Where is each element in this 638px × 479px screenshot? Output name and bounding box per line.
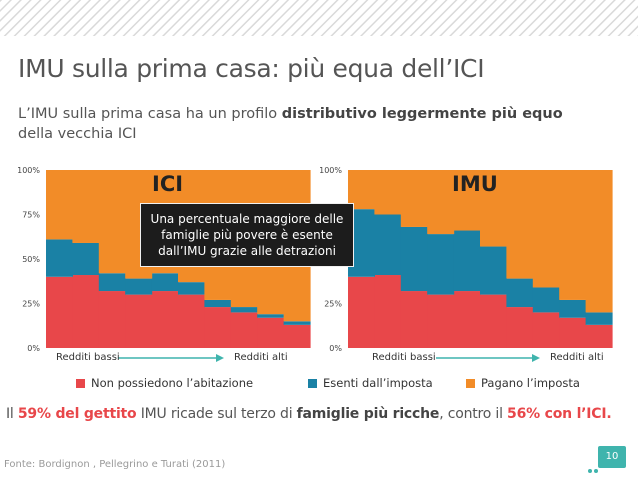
ici-chart-title: ICI bbox=[152, 172, 184, 196]
imu-series-2-segment-8 bbox=[559, 170, 587, 300]
imu-series-2-segment-7 bbox=[532, 170, 560, 288]
imu-series-1-segment-4 bbox=[453, 230, 481, 292]
ici-x-end-label: Redditi alti bbox=[234, 352, 288, 363]
ici-series-1-segment-9 bbox=[283, 321, 311, 325]
imu-series-0-segment-9 bbox=[585, 324, 613, 348]
legend-item-pagano: Pagano l’imposta bbox=[466, 376, 580, 390]
imu-series-0-segment-7 bbox=[532, 312, 560, 348]
imu-series-1-segment-6 bbox=[506, 278, 534, 308]
imu-ytick-label: 100% bbox=[319, 166, 342, 175]
imu-series-1-segment-7 bbox=[532, 287, 560, 313]
imu-x-start-label: Redditi bassi bbox=[372, 352, 436, 363]
ici-series-2-segment-0 bbox=[46, 170, 73, 240]
ici-series-0-segment-9 bbox=[283, 324, 311, 348]
slide-subtitle: L’IMU sulla prima casa ha un profilo dis… bbox=[18, 104, 598, 144]
ici-series-1-segment-6 bbox=[204, 299, 232, 308]
callout-box: Una percentuale maggiore delle famiglie … bbox=[140, 203, 354, 267]
imu-series-0-segment-5 bbox=[480, 294, 507, 348]
legend-swatch-orange bbox=[466, 378, 475, 388]
note-emphasis-2: famiglie più ricche bbox=[296, 406, 440, 422]
imu-ytick-label: 0% bbox=[329, 344, 342, 353]
header-stripe-pattern bbox=[0, 0, 638, 36]
ici-series-1-segment-1 bbox=[72, 242, 100, 276]
imu-series-2-segment-1 bbox=[374, 170, 402, 215]
page-number-badge: 10 bbox=[598, 446, 626, 468]
ici-series-1-segment-0 bbox=[46, 239, 73, 277]
chart-legend: Non possiedono l’abitazione Esenti dall’… bbox=[0, 376, 638, 392]
imu-chart: 0%25%50%75%100% IMU Redditi bassi Reddit… bbox=[318, 162, 618, 372]
ici-series-0-segment-2 bbox=[98, 291, 126, 348]
slide-title: IMU sulla prima casa: più equa dell’ICI bbox=[18, 54, 485, 83]
ici-series-1-segment-3 bbox=[125, 278, 153, 295]
note-text-3: , contro il bbox=[439, 406, 508, 422]
ici-series-0-segment-1 bbox=[72, 275, 100, 348]
ici-ytick-label: 25% bbox=[22, 300, 40, 309]
legend-item-esenti: Esenti dall’imposta bbox=[308, 376, 433, 390]
imu-series-2-segment-3 bbox=[427, 170, 455, 235]
ici-series-2-segment-1 bbox=[72, 170, 100, 243]
imu-x-end-label: Redditi alti bbox=[550, 352, 604, 363]
ici-series-2-segment-2 bbox=[98, 170, 126, 274]
legend-item-non-possiedono: Non possiedono l’abitazione bbox=[76, 376, 253, 390]
ici-ytick-label: 50% bbox=[22, 255, 40, 264]
ici-ytick-label: 100% bbox=[17, 166, 40, 175]
imu-series-2-segment-0 bbox=[348, 170, 375, 210]
imu-chart-title: IMU bbox=[452, 172, 498, 196]
ici-x-start-label: Redditi bassi bbox=[56, 352, 120, 363]
imu-series-1-segment-2 bbox=[400, 226, 428, 292]
legend-swatch-teal bbox=[308, 378, 317, 388]
subtitle-text-1: L’IMU sulla prima casa ha un profilo bbox=[18, 106, 282, 122]
imu-series-2-segment-6 bbox=[506, 170, 534, 279]
imu-ytick-label: 25% bbox=[324, 300, 342, 309]
ici-series-1-segment-8 bbox=[257, 314, 285, 318]
imu-series-0-segment-1 bbox=[374, 275, 402, 348]
note-highlight-3: 56% con l’ICI. bbox=[507, 406, 612, 422]
ici-series-0-segment-3 bbox=[125, 294, 153, 348]
imu-series-1-segment-8 bbox=[559, 299, 587, 318]
imu-series-2-segment-2 bbox=[400, 170, 428, 227]
imu-series-0-segment-0 bbox=[348, 276, 375, 348]
badge-dots-icon bbox=[588, 469, 598, 473]
note-text-2: IMU ricade sul terzo di bbox=[136, 406, 297, 422]
legend-swatch-red bbox=[76, 378, 85, 388]
ici-series-1-segment-7 bbox=[230, 307, 258, 313]
ici-series-0-segment-0 bbox=[46, 276, 73, 348]
note-text-1: Il bbox=[6, 406, 18, 422]
legend-label: Esenti dall’imposta bbox=[323, 376, 433, 390]
subtitle-emphasis: distributivo leggermente più equo bbox=[281, 106, 563, 122]
ici-ytick-label: 75% bbox=[22, 211, 40, 220]
imu-series-0-segment-8 bbox=[559, 317, 587, 348]
imu-series-0-segment-2 bbox=[400, 291, 428, 348]
bottom-note: Il 59% del gettito IMU ricade sul terzo … bbox=[6, 406, 612, 422]
ici-series-0-segment-8 bbox=[257, 317, 285, 348]
ici-ytick-label: 0% bbox=[27, 344, 40, 353]
ici-series-1-segment-4 bbox=[151, 273, 179, 292]
ici-series-1-segment-2 bbox=[98, 273, 126, 292]
source-note: Fonte: Bordignon , Pellegrino e Turati (… bbox=[4, 459, 226, 470]
ici-series-0-segment-6 bbox=[204, 307, 232, 348]
note-highlight-1: 59% del gettito bbox=[17, 406, 137, 422]
ici-progression-arrow-head-icon bbox=[216, 354, 224, 362]
ici-series-0-segment-4 bbox=[151, 291, 179, 348]
imu-series-1-segment-3 bbox=[427, 234, 455, 295]
imu-series-2-segment-4 bbox=[453, 170, 481, 231]
ici-series-0-segment-7 bbox=[230, 312, 258, 348]
imu-progression-arrow-head-icon bbox=[532, 354, 540, 362]
imu-chart-svg: 0%25%50%75%100% bbox=[319, 166, 613, 362]
ici-series-1-segment-5 bbox=[178, 282, 205, 295]
legend-label: Non possiedono l’abitazione bbox=[91, 376, 254, 390]
imu-series-1-segment-1 bbox=[374, 214, 402, 276]
imu-series-2-segment-5 bbox=[480, 170, 507, 247]
imu-series-0-segment-4 bbox=[453, 291, 481, 348]
legend-label: Pagano l’imposta bbox=[481, 376, 580, 390]
imu-series-1-segment-9 bbox=[585, 312, 613, 325]
subtitle-text-2: della vecchia ICI bbox=[18, 126, 137, 142]
ici-series-0-segment-5 bbox=[178, 294, 205, 348]
imu-series-2-segment-9 bbox=[585, 170, 613, 313]
imu-series-0-segment-6 bbox=[506, 307, 534, 348]
imu-series-1-segment-5 bbox=[480, 246, 507, 295]
imu-series-0-segment-3 bbox=[427, 294, 455, 348]
ici-chart: 0% 25% 50% 75% 100% ICI Redditi bassi Reddit… bbox=[16, 162, 316, 372]
